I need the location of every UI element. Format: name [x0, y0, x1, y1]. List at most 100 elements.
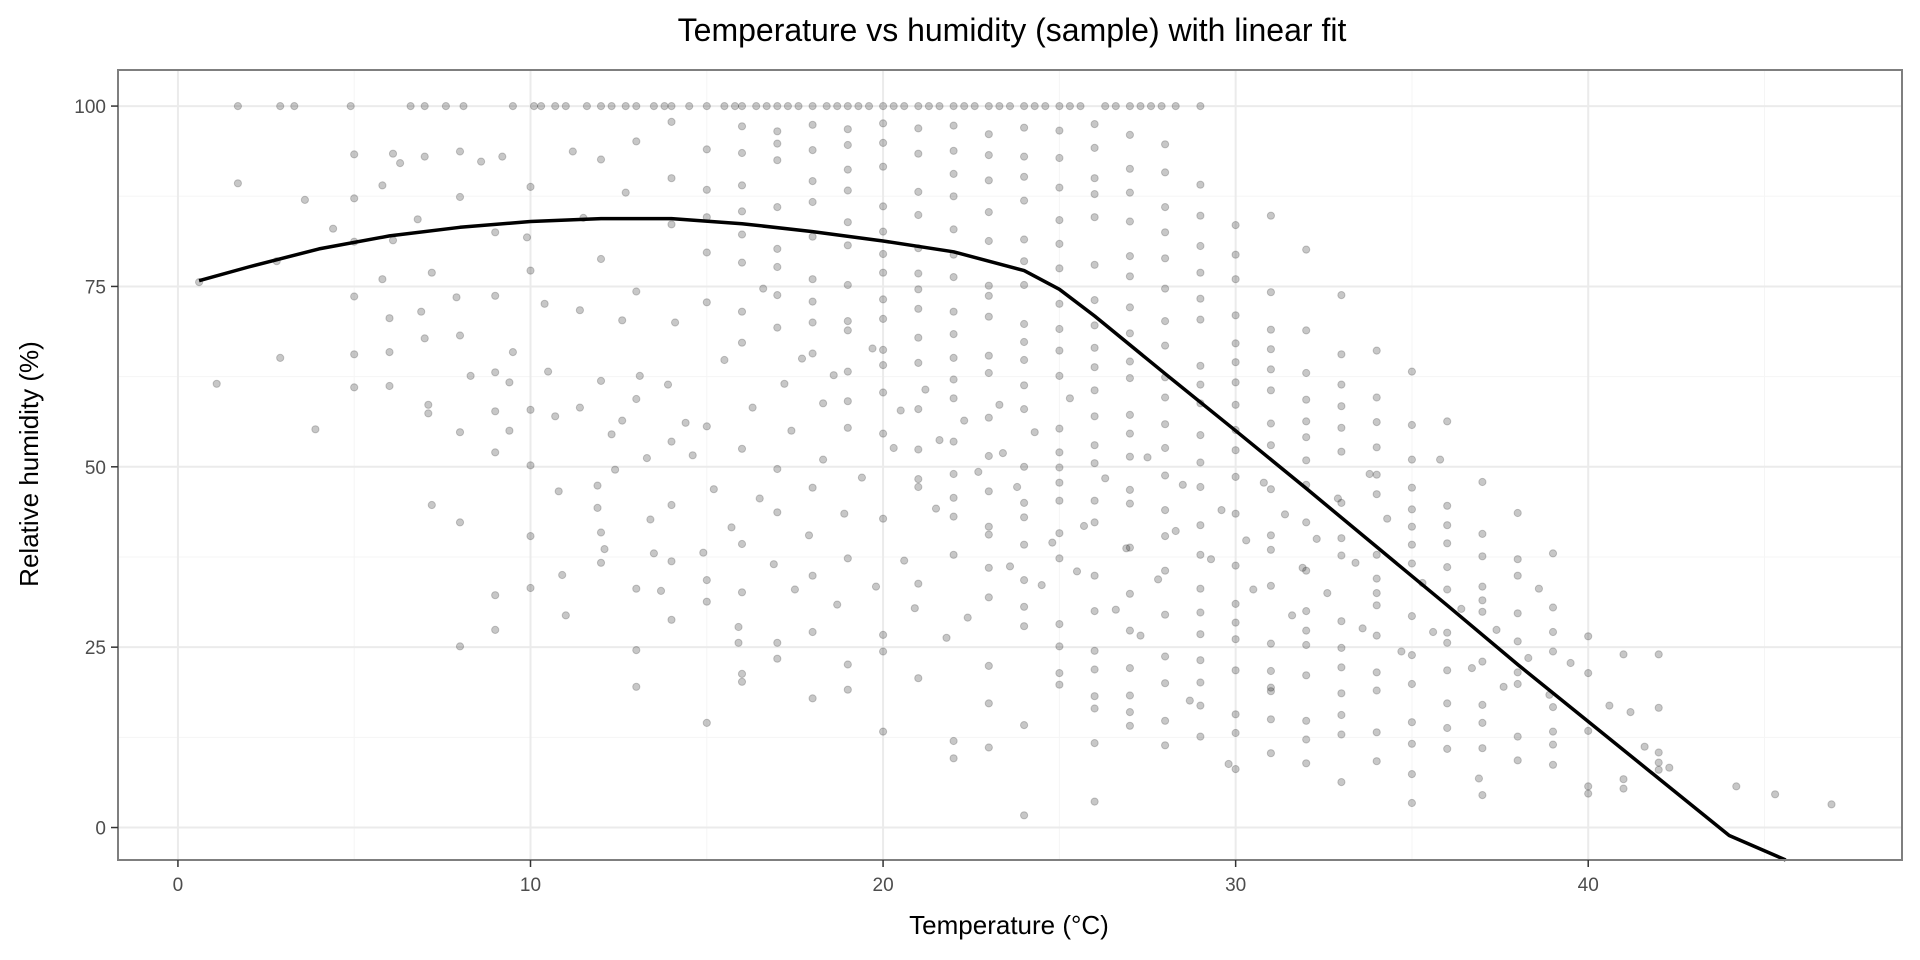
data-point — [667, 102, 676, 111]
data-point — [1443, 699, 1452, 708]
data-point — [1654, 650, 1663, 659]
data-point — [1005, 102, 1015, 111]
data-point — [526, 182, 535, 191]
panel-border — [117, 69, 1903, 861]
x-tick-label: 0 — [173, 875, 184, 896]
data-point — [1136, 102, 1145, 111]
data-point — [1478, 791, 1487, 800]
data-point — [1020, 622, 1029, 631]
data-point — [773, 156, 782, 165]
data-point — [611, 465, 620, 474]
data-point — [1478, 657, 1487, 666]
data-point — [752, 102, 761, 111]
data-point — [773, 244, 782, 253]
data-point — [1337, 291, 1346, 300]
data-point — [1090, 363, 1099, 372]
data-point — [914, 210, 923, 220]
x-tick-label: 10 — [520, 875, 541, 896]
data-point — [1196, 630, 1205, 639]
data-point — [737, 307, 747, 316]
data-point — [1443, 638, 1452, 647]
data-point — [1196, 380, 1205, 389]
data-point — [1157, 102, 1166, 111]
data-point — [808, 232, 817, 241]
data-point — [491, 625, 500, 635]
data-point — [1146, 102, 1156, 111]
data-point — [1302, 395, 1311, 404]
data-point — [949, 353, 958, 362]
data-point — [843, 186, 852, 195]
data-point — [346, 102, 355, 111]
data-point — [1090, 260, 1099, 269]
data-point — [1407, 540, 1417, 549]
data-point — [1030, 428, 1039, 437]
data-point — [808, 120, 817, 129]
data-point — [1101, 102, 1110, 111]
data-point — [808, 297, 817, 306]
grid-major — [118, 70, 1902, 860]
scatter-points — [195, 102, 1836, 820]
data-point — [1161, 228, 1170, 237]
data-point — [350, 292, 359, 301]
data-point — [388, 236, 398, 245]
data-point — [1125, 708, 1135, 717]
data-point — [871, 582, 881, 591]
data-point — [773, 127, 782, 136]
data-point — [593, 481, 602, 490]
data-point — [1090, 120, 1099, 129]
data-point — [1302, 245, 1311, 254]
data-point — [949, 192, 958, 201]
data-point — [1249, 585, 1258, 594]
data-point — [1161, 741, 1170, 750]
data-point — [600, 545, 609, 554]
data-point — [1302, 716, 1311, 725]
data-point — [406, 102, 415, 111]
data-point — [1111, 102, 1120, 111]
data-point — [1436, 455, 1445, 464]
data-point — [1090, 607, 1099, 616]
data-point — [1090, 143, 1099, 152]
data-point — [1407, 420, 1417, 430]
data-point — [1372, 490, 1381, 499]
data-point — [1584, 782, 1593, 791]
data-point — [1090, 441, 1099, 450]
data-point — [1125, 626, 1135, 635]
data-point — [1161, 716, 1170, 725]
data-point — [1337, 447, 1346, 456]
data-point — [1654, 748, 1663, 757]
data-point — [1548, 647, 1558, 656]
data-point — [1266, 345, 1276, 354]
data-point — [797, 354, 807, 363]
data-point — [1771, 790, 1780, 799]
data-point — [843, 125, 852, 134]
data-point — [1125, 252, 1135, 261]
data-point — [1125, 589, 1135, 598]
data-point — [984, 291, 993, 300]
data-point — [466, 371, 475, 380]
data-point — [1196, 678, 1205, 687]
data-point — [1372, 346, 1381, 355]
data-point — [491, 448, 500, 457]
data-point — [1055, 478, 1064, 487]
data-point — [984, 593, 993, 602]
data-point — [949, 469, 958, 479]
data-point — [1154, 575, 1163, 584]
data-point — [1231, 311, 1240, 320]
data-point — [702, 102, 711, 111]
data-point — [1217, 506, 1226, 515]
data-point — [889, 443, 898, 453]
data-point — [833, 102, 842, 111]
data-point — [1372, 601, 1381, 610]
data-point — [773, 262, 782, 272]
data-point — [1231, 728, 1240, 738]
data-point — [737, 539, 747, 549]
data-point — [568, 147, 577, 156]
data-point — [1196, 584, 1205, 593]
data-point — [984, 208, 993, 217]
data-point — [649, 102, 659, 111]
data-point — [1125, 691, 1135, 700]
data-point — [455, 642, 465, 651]
data-point — [819, 455, 828, 464]
data-point — [455, 192, 465, 202]
